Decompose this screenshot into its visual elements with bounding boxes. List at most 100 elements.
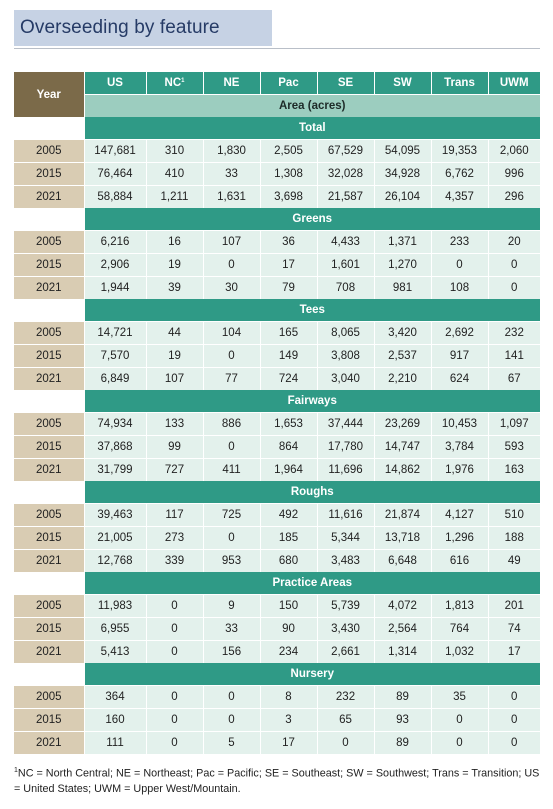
year-cell: 2005 [14, 412, 84, 436]
section-title: Practice Areas [83, 572, 540, 595]
value-cell: 104 [202, 321, 260, 345]
section-spacer [14, 208, 84, 231]
table-row: 2021 6,849 107 77 724 3,040 2,210 624 67 [14, 367, 540, 390]
value-cell: 0 [145, 617, 203, 641]
value-cell: 36 [259, 230, 317, 254]
column-header-se: SE [316, 72, 374, 95]
value-cell: 107 [202, 230, 260, 254]
value-cell: 3,808 [316, 344, 374, 368]
value-cell: 996 [487, 162, 540, 186]
year-cell: 2015 [14, 435, 84, 459]
section-row: Greens [14, 208, 540, 231]
value-cell: 201 [487, 594, 540, 618]
value-cell: 156 [202, 640, 260, 663]
value-cell: 1,601 [316, 253, 374, 277]
value-cell: 953 [202, 549, 260, 572]
value-cell: 14,721 [83, 321, 146, 345]
value-cell: 23,269 [373, 412, 431, 436]
value-cell: 725 [202, 503, 260, 527]
value-cell: 232 [487, 321, 540, 345]
value-cell: 1,813 [430, 594, 488, 618]
value-cell: 149 [259, 344, 317, 368]
column-header-ne: NE [202, 72, 260, 95]
value-cell: 2,505 [259, 139, 317, 163]
value-cell: 3,420 [373, 321, 431, 345]
value-cell: 150 [259, 594, 317, 618]
value-cell: 0 [145, 685, 203, 709]
value-cell: 11,696 [316, 458, 374, 481]
year-cell: 2015 [14, 162, 84, 186]
value-cell: 6,216 [83, 230, 146, 254]
value-cell: 14,747 [373, 435, 431, 459]
page-title-text: Overseeding by feature [20, 17, 220, 38]
value-cell: 54,095 [373, 139, 431, 163]
footnote-mark: 1 [14, 767, 18, 774]
table-row: 2005 39,463 117 725 492 11,616 21,874 4,127 510 [14, 503, 540, 527]
value-cell: 3,698 [259, 185, 317, 208]
value-cell: 0 [316, 731, 374, 754]
column-header-sw: SW [373, 72, 431, 95]
value-cell: 13,718 [373, 526, 431, 550]
value-cell: 107 [145, 367, 203, 390]
value-cell: 20 [487, 230, 540, 254]
column-header-nc-label: NC [164, 77, 182, 89]
value-cell: 90 [259, 617, 317, 641]
value-cell: 3 [259, 708, 317, 732]
value-cell: 32,028 [316, 162, 374, 186]
value-cell: 93 [373, 708, 431, 732]
value-cell: 593 [487, 435, 540, 459]
column-header-pac: Pac [259, 72, 317, 95]
value-cell: 0 [145, 708, 203, 732]
value-cell: 1,830 [202, 139, 260, 163]
value-cell: 163 [487, 458, 540, 481]
value-cell: 2,692 [430, 321, 488, 345]
value-cell: 864 [259, 435, 317, 459]
value-cell: 33 [202, 162, 260, 186]
value-cell: 9 [202, 594, 260, 618]
value-cell: 0 [487, 685, 540, 709]
value-cell: 624 [430, 367, 488, 390]
value-cell: 0 [202, 344, 260, 368]
value-cell: 67,529 [316, 139, 374, 163]
section-title: Fairways [83, 390, 540, 413]
year-cell: 2021 [14, 367, 84, 390]
value-cell: 981 [373, 276, 431, 299]
table-row: 2005 147,681 310 1,830 2,505 67,529 54,095 19,3… [14, 139, 540, 163]
value-cell: 6,648 [373, 549, 431, 572]
column-header-us: US [83, 72, 146, 95]
value-cell: 89 [373, 685, 431, 709]
value-cell: 8,065 [316, 321, 374, 345]
table-row: 2015 37,868 99 0 864 17,780 14,747 3,784 593 [14, 435, 540, 459]
value-cell: 0 [202, 685, 260, 709]
value-cell: 410 [145, 162, 203, 186]
table-body: Total 2005 147,681 310 1,830 2,505 67,529 54,09… [14, 117, 540, 754]
unit-header: Area (acres) [83, 94, 540, 117]
value-cell: 0 [487, 276, 540, 299]
value-cell: 39 [145, 276, 203, 299]
value-cell: 2,661 [316, 640, 374, 663]
value-cell: 4,072 [373, 594, 431, 618]
value-cell: 917 [430, 344, 488, 368]
section-spacer [14, 572, 84, 595]
value-cell: 35 [430, 685, 488, 709]
year-column-header: Year [14, 72, 85, 117]
value-cell: 11,983 [83, 594, 146, 618]
value-cell: 234 [259, 640, 317, 663]
value-cell: 67 [487, 367, 540, 390]
value-cell: 19 [145, 253, 203, 277]
section-row: Roughs [14, 481, 540, 504]
value-cell: 1,032 [430, 640, 488, 663]
value-cell: 79 [259, 276, 317, 299]
value-cell: 26,104 [373, 185, 431, 208]
value-cell: 188 [487, 526, 540, 550]
value-cell: 147,681 [83, 139, 146, 163]
value-cell: 3,784 [430, 435, 488, 459]
value-cell: 0 [487, 708, 540, 732]
column-header-uwm: UWM [487, 72, 540, 95]
table-row: 2005 364 0 0 8 232 89 35 0 [14, 685, 540, 709]
value-cell: 2,060 [487, 139, 540, 163]
title-divider [14, 48, 540, 49]
section-row: Fairways [14, 390, 540, 413]
table-row: 2015 76,464 410 33 1,308 32,028 34,928 6,762 996 [14, 162, 540, 186]
value-cell: 11,616 [316, 503, 374, 527]
